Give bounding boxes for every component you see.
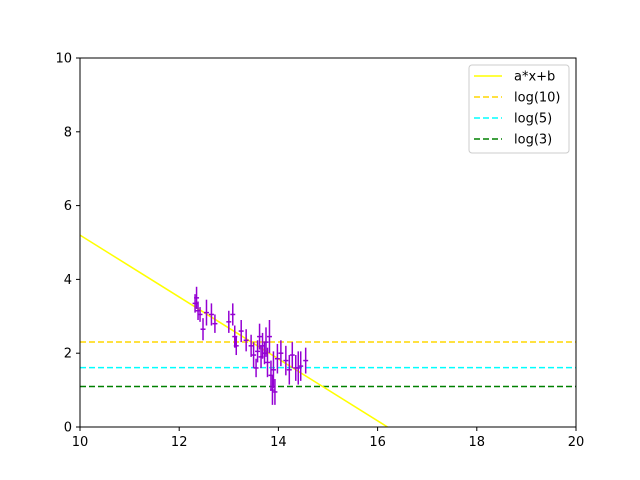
data-point-23 bbox=[265, 347, 270, 378]
data-point-11 bbox=[233, 336, 239, 356]
data-point-3 bbox=[197, 307, 203, 322]
legend-entry-0: a*x+b bbox=[474, 70, 555, 85]
x-tick-label: 16 bbox=[369, 435, 386, 450]
legend-label: a*x+b bbox=[514, 70, 555, 85]
data-point-22 bbox=[263, 327, 269, 357]
data-point-7 bbox=[212, 314, 218, 333]
legend-entry-1: log(10) bbox=[474, 91, 561, 106]
legend: a*x+b log(10) log(5) log(3) bbox=[468, 64, 570, 154]
data-point-27 bbox=[270, 351, 276, 389]
legend-label: log(10) bbox=[514, 91, 561, 106]
data-point-9 bbox=[230, 303, 236, 326]
x-tick-label: 12 bbox=[171, 435, 188, 450]
y-tick-label: 10 bbox=[55, 52, 72, 67]
legend-label: log(3) bbox=[514, 133, 552, 148]
data-point-8 bbox=[226, 310, 232, 333]
data-point-4 bbox=[200, 318, 206, 341]
legend-entry-2: log(5) bbox=[474, 112, 552, 127]
data-point-14 bbox=[248, 334, 254, 357]
data-point-35 bbox=[295, 351, 301, 385]
x-tick-label: 14 bbox=[270, 435, 287, 450]
data-point-6 bbox=[208, 303, 214, 326]
data-point-16 bbox=[253, 358, 259, 378]
data-point-26 bbox=[269, 375, 275, 405]
fit-line bbox=[80, 234, 388, 427]
y-tick-label: 6 bbox=[64, 199, 72, 214]
data-point-31 bbox=[283, 345, 289, 376]
y-tick-label: 8 bbox=[64, 125, 72, 140]
legend-label: log(5) bbox=[514, 112, 552, 127]
data-point-5 bbox=[204, 299, 209, 326]
data-point-12 bbox=[238, 319, 244, 343]
data-point-24 bbox=[266, 319, 272, 354]
data-point-13 bbox=[243, 329, 249, 352]
data-point-30 bbox=[278, 340, 284, 367]
data-point-37 bbox=[303, 347, 309, 374]
data-point-28 bbox=[272, 379, 278, 405]
y-tick-label: 2 bbox=[64, 347, 72, 362]
data-point-1 bbox=[194, 286, 200, 309]
axes-frame bbox=[79, 57, 577, 428]
y-tick-label: 4 bbox=[64, 273, 72, 288]
legend-box bbox=[468, 64, 570, 154]
data-point-36 bbox=[298, 351, 304, 381]
data-point-17 bbox=[255, 340, 261, 363]
data-point-18 bbox=[257, 323, 263, 350]
x-tick-label: 20 bbox=[568, 435, 585, 450]
x-tick-label: 10 bbox=[72, 435, 89, 450]
data-point-29 bbox=[274, 343, 280, 374]
legend-entry-3: log(3) bbox=[474, 133, 552, 148]
x-tick-label: 18 bbox=[469, 435, 486, 450]
y-tick-label: 0 bbox=[64, 421, 72, 436]
data-point-32 bbox=[286, 355, 292, 385]
data-point-33 bbox=[289, 342, 295, 368]
data-point-15 bbox=[251, 342, 257, 368]
